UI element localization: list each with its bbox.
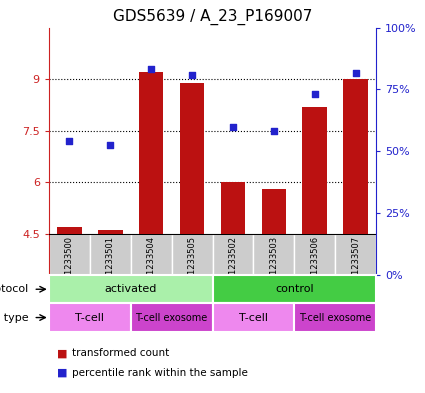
Bar bbox=[303, 107, 327, 234]
Text: T-cell exosome: T-cell exosome bbox=[136, 312, 208, 323]
Point bbox=[312, 90, 318, 97]
Bar bbox=[139, 72, 163, 234]
Text: GSM1233507: GSM1233507 bbox=[351, 235, 360, 292]
Text: T-cell: T-cell bbox=[239, 312, 268, 323]
Bar bbox=[212, 234, 253, 275]
Bar bbox=[131, 303, 212, 332]
Text: GSM1233504: GSM1233504 bbox=[147, 235, 156, 292]
Text: GSM1233505: GSM1233505 bbox=[187, 235, 196, 292]
Text: GSM1233502: GSM1233502 bbox=[229, 235, 238, 292]
Bar bbox=[261, 189, 286, 234]
Text: ■: ■ bbox=[57, 348, 68, 358]
Bar bbox=[49, 275, 212, 303]
Bar bbox=[49, 303, 131, 332]
Text: cell type: cell type bbox=[0, 312, 28, 323]
Bar bbox=[49, 234, 90, 275]
Bar bbox=[335, 234, 376, 275]
Point bbox=[352, 70, 359, 76]
Text: GSM1233500: GSM1233500 bbox=[65, 235, 74, 292]
Point bbox=[189, 72, 196, 78]
Bar bbox=[221, 182, 245, 234]
Bar bbox=[343, 79, 368, 234]
Text: GSM1233506: GSM1233506 bbox=[310, 235, 319, 292]
Text: protocol: protocol bbox=[0, 284, 28, 294]
Point bbox=[107, 142, 113, 148]
Text: percentile rank within the sample: percentile rank within the sample bbox=[72, 368, 248, 378]
Bar bbox=[294, 234, 335, 275]
Bar bbox=[57, 227, 82, 234]
Bar bbox=[98, 230, 122, 234]
Text: GSM1233501: GSM1233501 bbox=[106, 235, 115, 292]
Text: transformed count: transformed count bbox=[72, 348, 170, 358]
Text: ■: ■ bbox=[57, 368, 68, 378]
Bar bbox=[253, 234, 294, 275]
Point bbox=[230, 123, 236, 130]
Bar bbox=[294, 303, 376, 332]
Point bbox=[66, 138, 73, 144]
Bar bbox=[172, 234, 212, 275]
Bar bbox=[212, 303, 294, 332]
Text: T-cell: T-cell bbox=[75, 312, 104, 323]
Text: control: control bbox=[275, 284, 314, 294]
Bar bbox=[90, 234, 130, 275]
Text: T-cell exosome: T-cell exosome bbox=[299, 312, 371, 323]
Bar bbox=[130, 234, 172, 275]
Point bbox=[148, 66, 155, 72]
Bar bbox=[180, 83, 204, 234]
Title: GDS5639 / A_23_P169007: GDS5639 / A_23_P169007 bbox=[113, 9, 312, 25]
Text: activated: activated bbox=[105, 284, 157, 294]
Bar bbox=[212, 275, 376, 303]
Point bbox=[270, 128, 277, 134]
Text: GSM1233503: GSM1233503 bbox=[269, 235, 278, 292]
